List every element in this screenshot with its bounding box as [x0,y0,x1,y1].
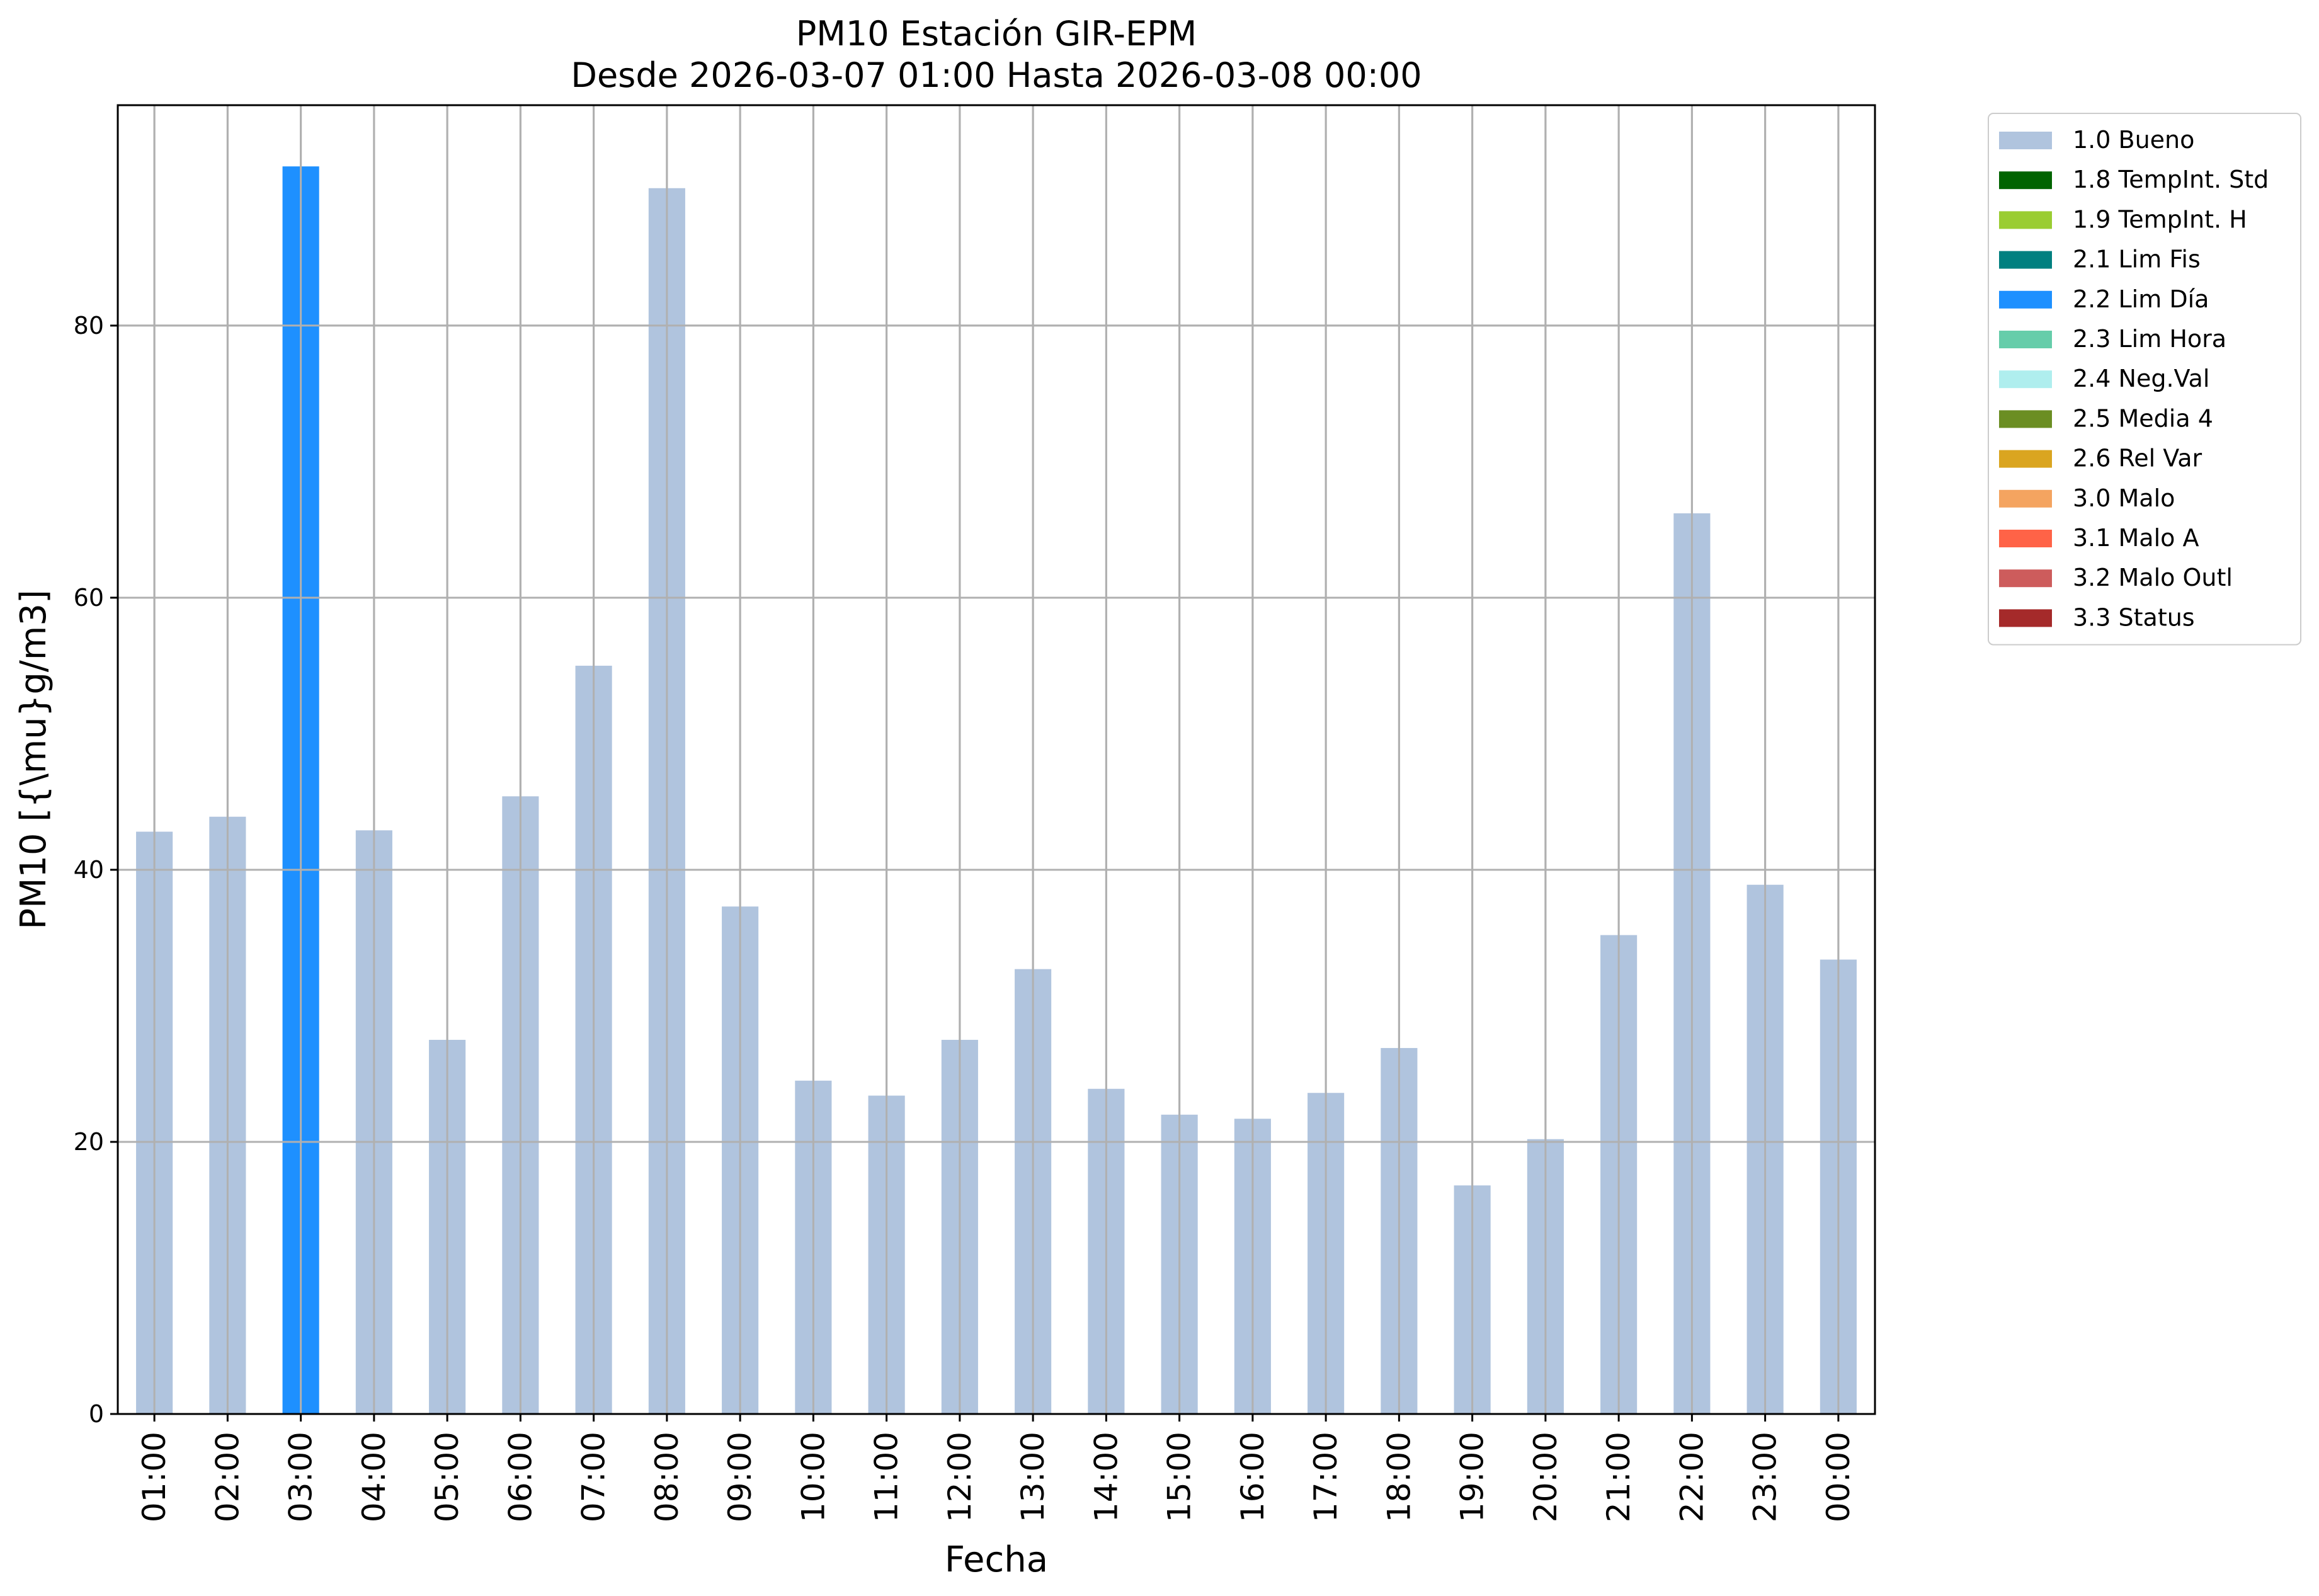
legend-label: 1.8 TempInt. Std [2073,166,2269,193]
legend-swatch [1999,211,2052,229]
y-tick-label: 0 [89,1400,104,1428]
bars-layer [118,105,1875,1415]
y-tick-label: 60 [74,584,104,612]
x-tick-label: 00:00 [1820,1432,1857,1522]
legend-swatch [1999,489,2052,508]
x-tick-label: 11:00 [869,1432,905,1522]
x-tick-label: 10:00 [795,1432,831,1522]
x-tick-label: 13:00 [1015,1432,1051,1522]
legend-box [1988,113,2301,646]
chart-title: PM10 Estación GIR-EPM [796,14,1197,54]
plot-frame [117,104,1876,1415]
x-tick-label: 03:00 [283,1432,319,1522]
legend-label: 2.1 Lim Fis [2073,246,2201,273]
legend-swatch [1999,609,2052,627]
legend-label: 2.5 Media 4 [2073,404,2213,432]
legend-swatch [1999,290,2052,309]
legend-swatch [1999,331,2052,348]
y-axis: 0 20 40 60 80 [74,312,118,1428]
x-tick-label: 20:00 [1527,1432,1564,1522]
legend-swatch [1999,450,2052,468]
x-axis: 01:00 02:00 03:00 04:00 05:00 06:00 07:00 08:00… [136,1414,1857,1522]
x-tick-label: 14:00 [1088,1432,1124,1522]
y-axis-label: PM10 [{\mu}g/m3] [13,590,54,930]
legend-swatch [1999,171,2052,190]
grid-overlay [118,105,1875,1415]
x-tick-label: 18:00 [1381,1432,1417,1522]
x-tick-label: 22:00 [1673,1432,1710,1522]
x-tick-label: 04:00 [356,1432,392,1522]
legend-label: 2.3 Lim Hora [2073,325,2226,353]
legend: 1.0 Bueno 1.8 TempInt. Std 1.9 TempInt. H 2… [1988,113,2301,646]
legend-label: 2.6 Rel Var [2073,445,2202,472]
legend-label: 2.2 Lim Día [2073,285,2209,313]
x-axis-label: Fecha [945,1539,1048,1580]
legend-label: 1.0 Bueno [2073,126,2194,154]
legend-swatch [1999,569,2052,588]
x-tick-label: 09:00 [722,1432,758,1522]
legend-label: 2.4 Neg.Val [2073,365,2209,392]
y-tick-label: 20 [74,1128,104,1156]
legend-label: 3.3 Status [2073,603,2195,631]
legend-swatch [1999,251,2052,269]
legend-swatch [1999,132,2052,149]
x-tick-label: 06:00 [502,1432,538,1522]
x-tick-label: 07:00 [576,1432,612,1522]
legend-swatch [1999,370,2052,389]
legend-swatch [1999,410,2052,428]
x-tick-label: 17:00 [1308,1432,1344,1522]
x-tick-label: 19:00 [1454,1432,1491,1522]
x-tick-label: 08:00 [649,1432,685,1522]
chart-subtitle: Desde 2026-03-07 01:00 Hasta 2026-03-08 … [571,55,1422,95]
x-tick-label: 01:00 [136,1432,173,1522]
legend-items: 1.0 Bueno 1.8 TempInt. Std 1.9 TempInt. H 2… [1999,126,2269,631]
legend-label: 1.9 TempInt. H [2073,205,2247,233]
legend-label: 3.2 Malo Outl [2073,564,2233,591]
legend-swatch [1999,530,2052,547]
x-tick-label: 02:00 [209,1432,246,1522]
legend-label: 3.1 Malo A [2073,524,2199,552]
x-tick-label: 23:00 [1747,1432,1784,1522]
x-tick-label: 15:00 [1161,1432,1198,1522]
x-tick-label: 05:00 [429,1432,465,1522]
x-tick-label: 16:00 [1234,1432,1271,1522]
x-tick-label: 21:00 [1600,1432,1637,1522]
legend-label: 3.0 Malo [2073,484,2175,512]
y-tick-label: 40 [74,856,104,884]
y-tick-label: 80 [74,312,104,339]
x-tick-label: 12:00 [942,1432,978,1522]
